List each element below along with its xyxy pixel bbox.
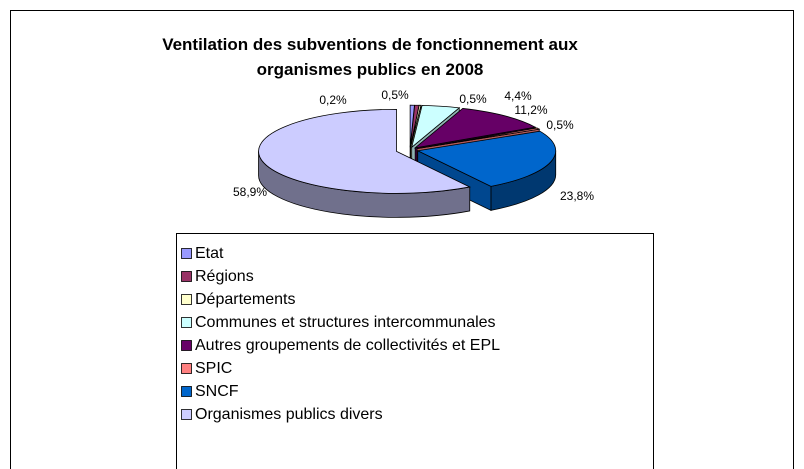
legend-label: Autres groupements de collectivités et E…: [195, 337, 500, 354]
legend-swatch: [181, 248, 192, 259]
data-label: 23,8%: [560, 189, 594, 203]
data-label: 0,2%: [319, 93, 347, 107]
data-label: 0,5%: [459, 92, 487, 106]
pie-tops: [258, 104, 557, 194]
legend-swatch: [181, 271, 192, 282]
pie-slice: [411, 104, 461, 149]
legend-label: Organismes publics divers: [195, 406, 383, 423]
legend-swatch: [181, 340, 192, 351]
legend-label: Etat: [195, 245, 224, 262]
data-label: 4,4%: [504, 89, 532, 103]
legend-label: SNCF: [195, 383, 239, 400]
data-label: 0,5%: [546, 118, 574, 132]
legend-label: SPIC: [195, 360, 232, 377]
legend-label: Régions: [195, 268, 254, 285]
legend-label: Communes et structures intercommunales: [195, 314, 496, 331]
pie-slice: [413, 108, 537, 149]
legend-label: Départements: [195, 291, 296, 308]
data-label: 0,5%: [381, 88, 409, 102]
data-label: 11,2%: [514, 103, 547, 117]
chart-title: Ventilation des subventions de fonctionn…: [162, 35, 578, 79]
legend-box: [176, 233, 654, 469]
pie-slice: [258, 108, 472, 194]
legend-swatch: [181, 317, 192, 328]
pie-slice: [410, 104, 422, 148]
legend-swatch: [181, 294, 192, 305]
legend-swatch: [181, 363, 192, 374]
pie-slice: [416, 127, 541, 150]
data-label: 58,9%: [233, 185, 267, 199]
legend-swatch: [181, 409, 192, 420]
legend-swatch: [181, 386, 192, 397]
pie-slice: [416, 130, 557, 187]
